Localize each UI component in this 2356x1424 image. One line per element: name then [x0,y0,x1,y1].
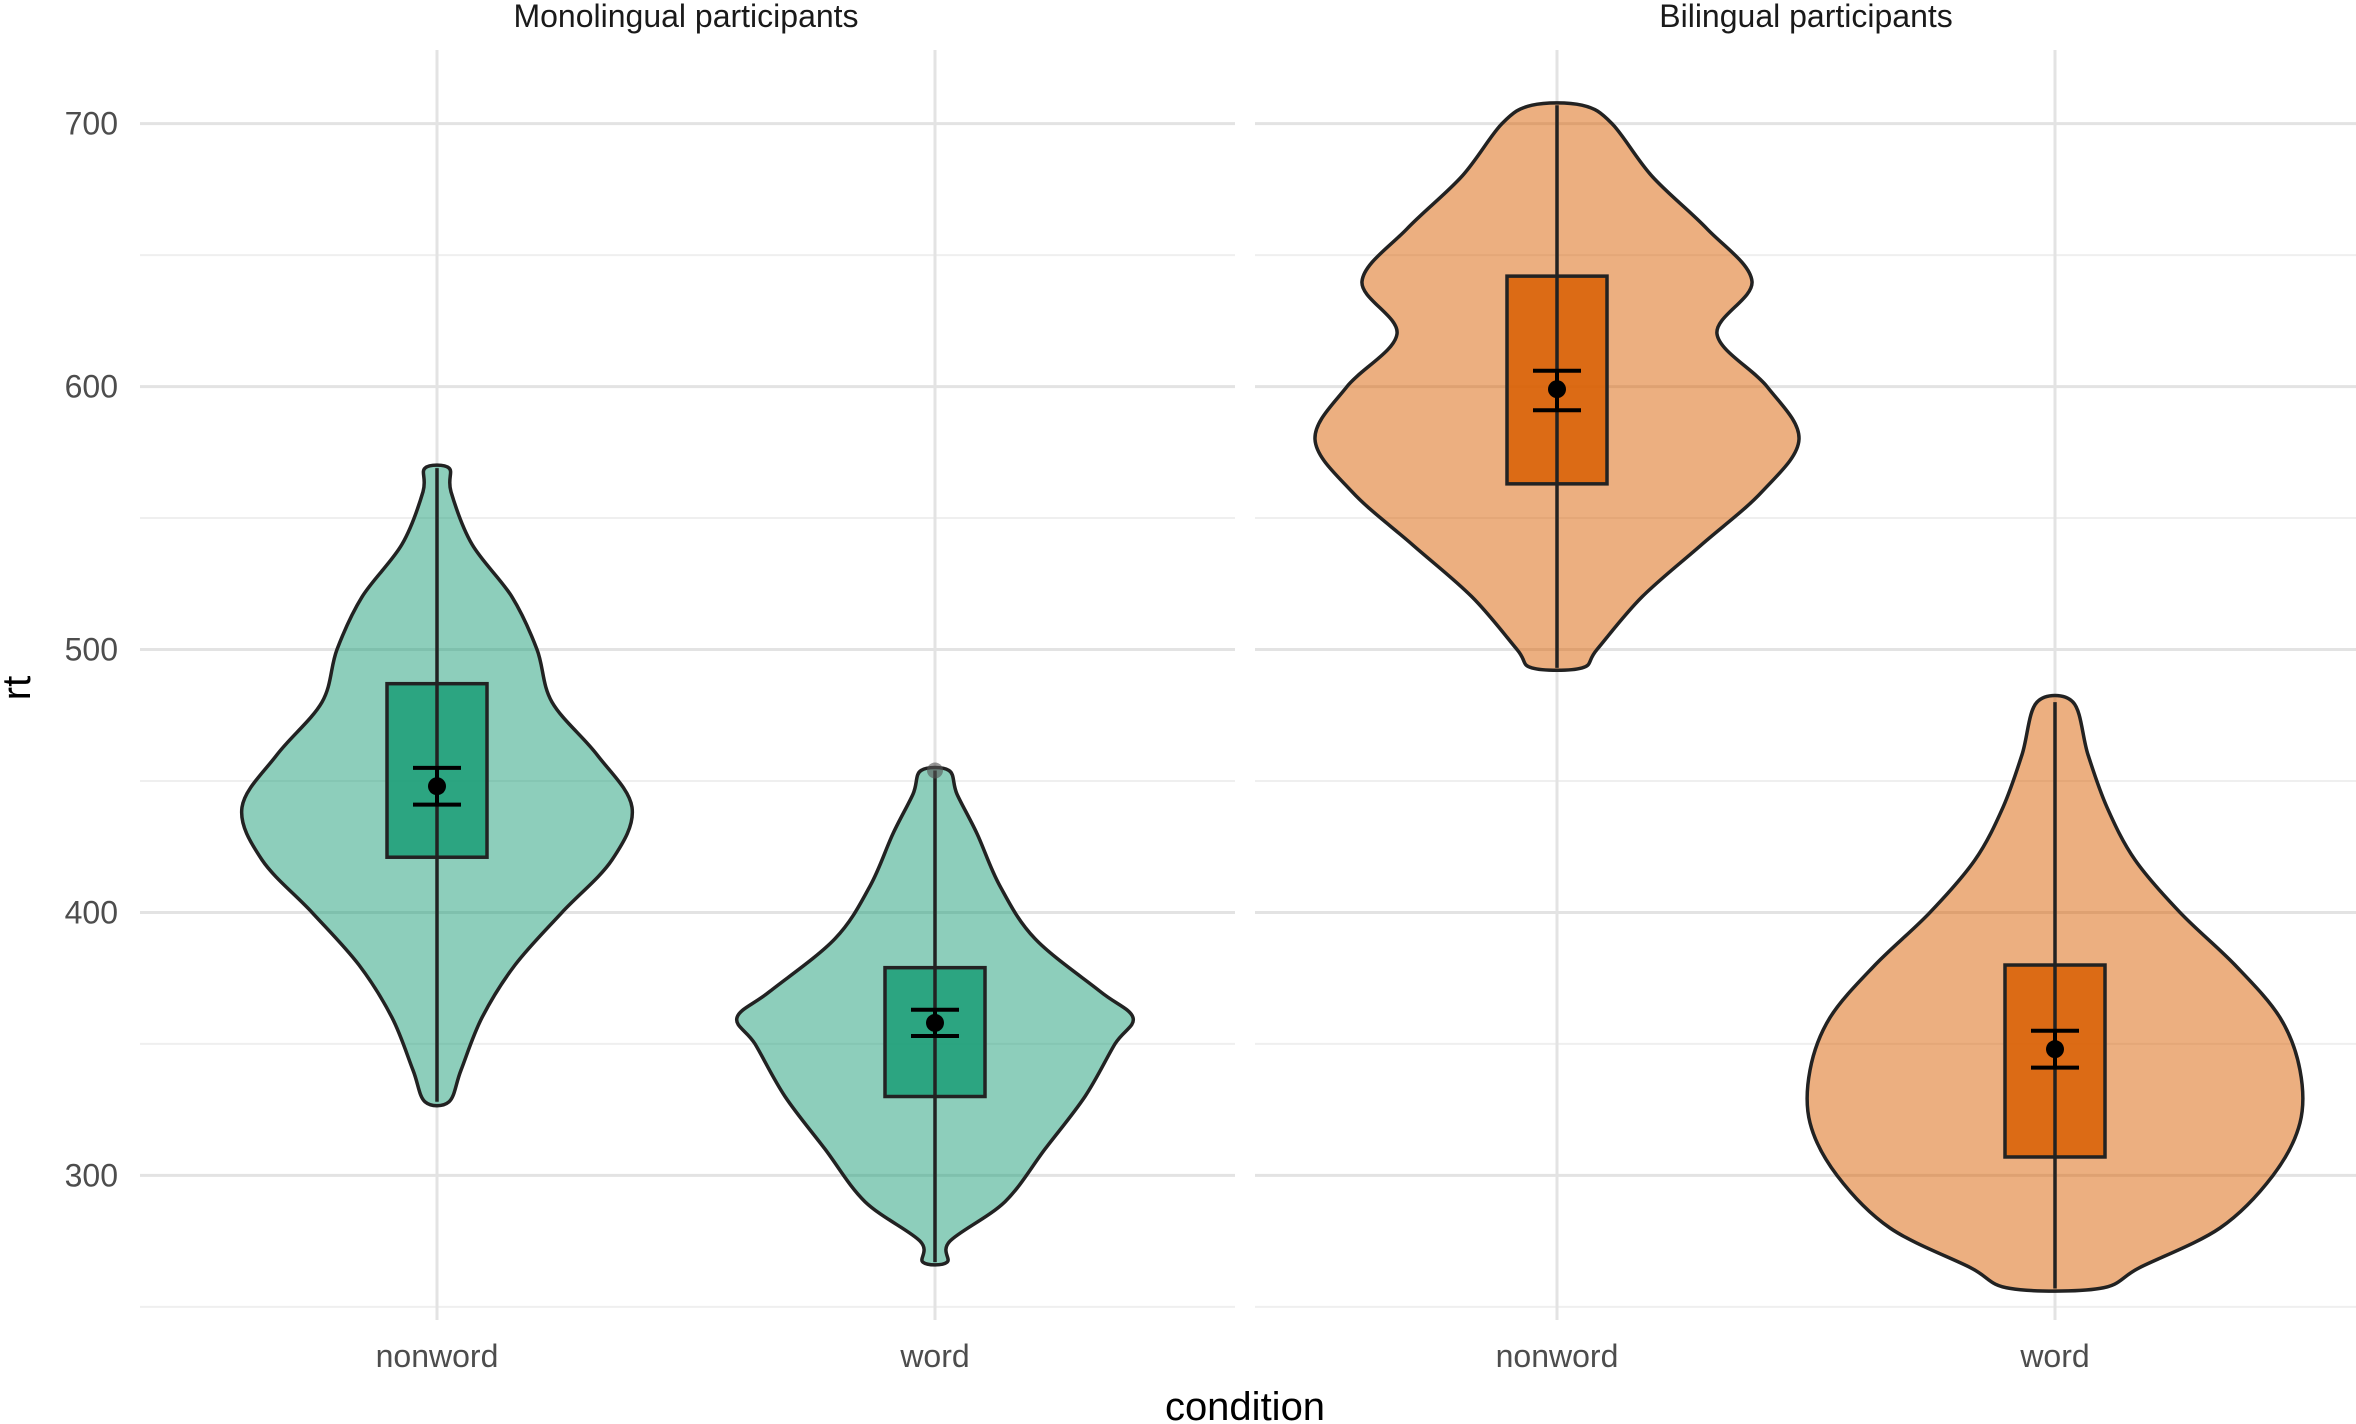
violin-marks [239,101,2305,1293]
x-tick-label-bi-nonword: nonword [1496,1338,1619,1374]
y-axis-tick-labels: 300 400 500 600 700 [65,106,118,1194]
x-axis-title: condition [1165,1385,1325,1424]
mean-point [428,777,446,796]
x-tick-label-bi-word: word [2019,1338,2089,1374]
y-tick-label: 500 [65,632,118,668]
violin-group [239,463,635,1108]
outlier-point [927,762,943,779]
y-axis-title: rt [0,676,39,700]
facet-labels: Monolingual participants Bilingual parti… [513,0,1952,34]
y-tick-label: 300 [65,1157,118,1193]
mean-point [926,1013,944,1032]
x-tick-label-mono-nonword: nonword [376,1338,499,1374]
facet-label-monolingual: Monolingual participants [513,0,858,34]
mean-point [1548,380,1566,399]
y-tick-label: 600 [65,369,118,405]
violin-group [734,762,1136,1267]
x-tick-label-mono-word: word [899,1338,969,1374]
violin-group [1313,101,1801,672]
mean-point [2046,1040,2064,1059]
violin-group [1805,693,2305,1293]
y-tick-label: 700 [65,106,118,142]
x-axis-tick-labels: nonword word nonword word [376,1338,2090,1374]
y-tick-label: 400 [65,894,118,930]
facet-label-bilingual: Bilingual participants [1659,0,1953,34]
